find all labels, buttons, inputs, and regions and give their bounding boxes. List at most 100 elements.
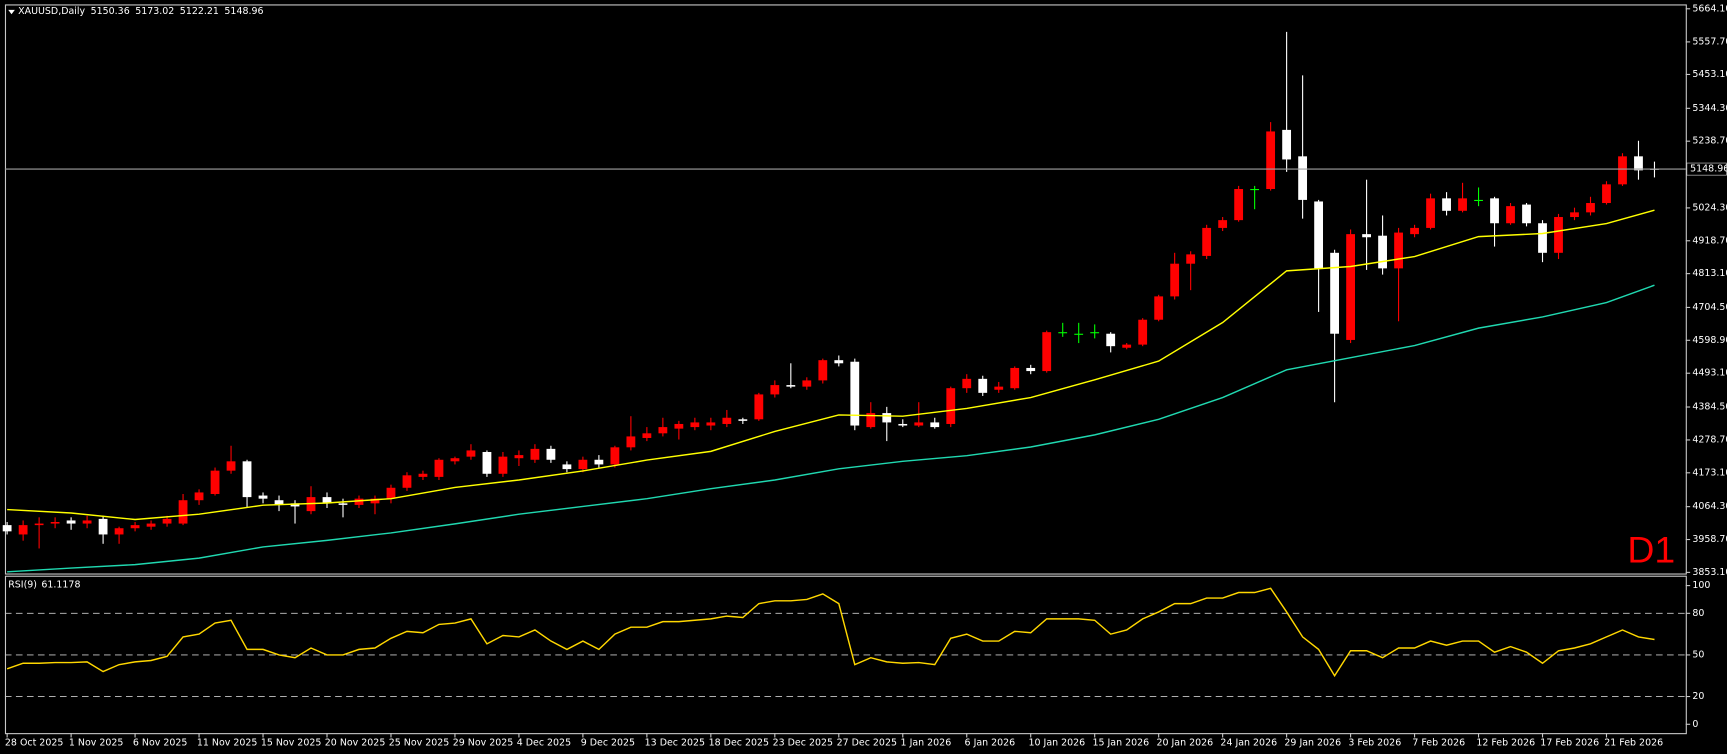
candle-body [82,520,92,524]
candle-body [946,388,956,424]
candle-body [1234,189,1244,221]
candle-body [210,470,220,494]
x-tick-label: 18 Dec 2025 [709,737,769,748]
x-tick-label: 12 Feb 2026 [1476,737,1535,748]
candle-body [114,528,124,535]
candle-body [146,523,156,527]
candle-body [242,461,252,498]
x-tick-label: 7 Feb 2026 [1412,737,1465,748]
rsi-title: RSI(9) [8,579,37,590]
candle-body [1058,332,1068,334]
candle-body [162,518,172,524]
y-tick-label: 4173.10 [1692,467,1727,478]
candle-body [866,413,876,428]
x-tick-label: 28 Oct 2025 [5,737,63,748]
candle-body [1538,223,1547,253]
ohlc-close: 5148.96 [224,6,263,17]
rsi-line [6,587,1655,678]
candle-body [194,492,204,501]
y-tick-label: 50 [1692,649,1704,660]
candle-body [754,394,764,420]
candle-body [1586,203,1595,213]
menu-arrow[interactable] [8,9,15,15]
candle-body [994,386,1004,390]
candle-body [914,422,924,426]
y-tick-label: 4598.90 [1692,335,1727,346]
candle-body [738,419,748,421]
candle-body [1314,201,1324,269]
candle-body [690,422,700,428]
candle-body [1458,198,1467,211]
candle-body [498,456,508,474]
x-tick-label: 15 Jan 2026 [1092,737,1149,748]
candle-body [594,459,604,465]
candle-body [1282,129,1292,160]
candle-body [626,436,636,448]
candle-body [1106,333,1116,347]
candle-body [66,520,76,524]
candle-body [50,522,60,524]
candle-body [1010,367,1020,389]
candle-body [1074,333,1084,335]
candle-body [642,433,652,438]
candle-body [466,450,476,457]
candle-body [34,523,44,526]
y-tick-label: 5238.70 [1692,136,1727,147]
candle-body [1170,263,1180,297]
chart-title: XAUUSD,Daily [18,6,85,17]
x-tick-label: 1 Jan 2026 [901,737,952,748]
candle-body [1218,220,1228,228]
candle-body [674,423,684,429]
x-tick-label: 10 Jan 2026 [1029,737,1086,748]
y-tick-label: 5557.70 [1692,36,1727,47]
candle-body [930,422,940,428]
y-tick-label: 80 [1692,608,1704,619]
y-tick-label: 4278.70 [1692,434,1727,445]
candle-body [1426,198,1435,228]
x-tick-label: 25 Nov 2025 [389,737,450,748]
candle-body [1122,344,1132,348]
candle-body [1250,189,1260,191]
y-tick-label: 0 [1692,719,1698,730]
ohlc-high: 5173.02 [135,6,174,17]
candle-body [434,459,444,477]
x-tick-label: 20 Nov 2025 [325,737,386,748]
x-tick-label: 23 Dec 2025 [773,737,833,748]
candle-body [386,487,396,499]
candle-body [418,473,428,477]
main-panel-frame [4,4,1687,575]
candle-body [546,448,556,460]
candle-body [402,475,412,488]
candle-body [450,458,460,462]
y-tick-label: 3853.10 [1692,567,1727,578]
timeframe-label: D1 [1627,528,1675,570]
candle-body [18,525,28,535]
candle-body [1634,156,1643,171]
candle-body [1330,252,1340,334]
x-tick-label: 20 Jan 2026 [1156,737,1213,748]
candle-body [770,385,780,395]
rsi-header: RSI(9) 61.1178 [8,579,80,590]
x-tick-label: 27 Dec 2025 [837,737,897,748]
x-tick-label: 4 Dec 2025 [517,737,571,748]
candle-body [322,497,332,504]
candle-body [178,500,188,524]
candle-body [978,378,988,393]
candle-body [562,464,572,470]
candle-body [658,427,668,434]
candle-body [1410,227,1419,235]
candle-body [370,498,380,504]
x-tick-label: 15 Nov 2025 [261,737,322,748]
candle-body [1490,198,1499,224]
candle-body [1474,199,1483,202]
candle-body [130,525,140,529]
y-tick-label: 20 [1692,691,1704,702]
x-tick-label: 3 Feb 2026 [1348,737,1401,748]
x-tick-label: 1 Nov 2025 [69,737,124,748]
marks: 5664.10 5557.70 5453.10 5344.30 5238.70 5024.… [2,3,1727,748]
x-tick-label: 29 Jan 2026 [1284,737,1341,748]
candle-body [1522,204,1531,224]
candle-body [226,461,236,471]
